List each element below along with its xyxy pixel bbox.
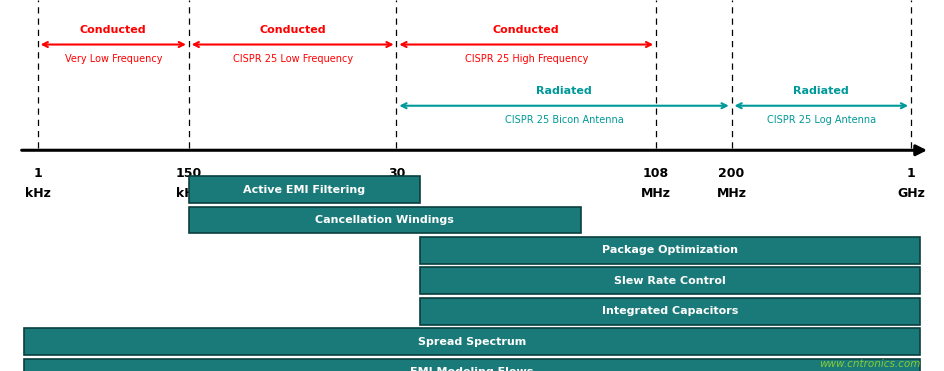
Text: kHz: kHz xyxy=(25,187,51,200)
Text: CISPR 25 High Frequency: CISPR 25 High Frequency xyxy=(464,54,588,64)
Text: 200: 200 xyxy=(718,167,745,180)
Text: 1: 1 xyxy=(906,167,916,180)
Text: Radiated: Radiated xyxy=(793,86,850,96)
Text: CISPR 25 Bicon Antenna: CISPR 25 Bicon Antenna xyxy=(505,115,623,125)
Bar xyxy=(420,237,920,264)
Text: www.cntronics.com: www.cntronics.com xyxy=(819,359,920,369)
Text: Conducted: Conducted xyxy=(493,25,560,35)
Text: MHz: MHz xyxy=(716,187,747,200)
Text: MHz: MHz xyxy=(641,187,671,200)
Bar xyxy=(420,298,920,325)
Bar xyxy=(420,267,920,294)
Text: 150: 150 xyxy=(176,167,202,180)
Text: 108: 108 xyxy=(643,167,669,180)
Text: kHz: kHz xyxy=(176,187,202,200)
Text: CISPR 25 Low Frequency: CISPR 25 Low Frequency xyxy=(232,54,353,64)
Text: Spread Spectrum: Spread Spectrum xyxy=(418,337,526,347)
Text: Integrated Capacitors: Integrated Capacitors xyxy=(602,306,738,316)
Text: Active EMI Filtering: Active EMI Filtering xyxy=(244,185,365,194)
Bar xyxy=(24,328,920,355)
Text: Slew Rate Control: Slew Rate Control xyxy=(615,276,726,286)
Text: MHz: MHz xyxy=(381,187,412,200)
Bar xyxy=(189,176,420,203)
Text: Conducted: Conducted xyxy=(80,25,146,35)
Text: 1: 1 xyxy=(33,167,42,180)
Bar xyxy=(189,207,581,233)
Bar xyxy=(24,359,920,371)
Text: Very Low Frequency: Very Low Frequency xyxy=(64,54,162,64)
Text: Radiated: Radiated xyxy=(536,86,592,96)
Text: Package Optimization: Package Optimization xyxy=(602,246,738,255)
Text: CISPR 25 Log Antenna: CISPR 25 Log Antenna xyxy=(767,115,876,125)
Text: GHz: GHz xyxy=(897,187,925,200)
Text: 30: 30 xyxy=(388,167,405,180)
Text: Cancellation Windings: Cancellation Windings xyxy=(315,215,454,225)
Text: Conducted: Conducted xyxy=(260,25,326,35)
Text: EMI Modeling Flows: EMI Modeling Flows xyxy=(411,367,533,371)
